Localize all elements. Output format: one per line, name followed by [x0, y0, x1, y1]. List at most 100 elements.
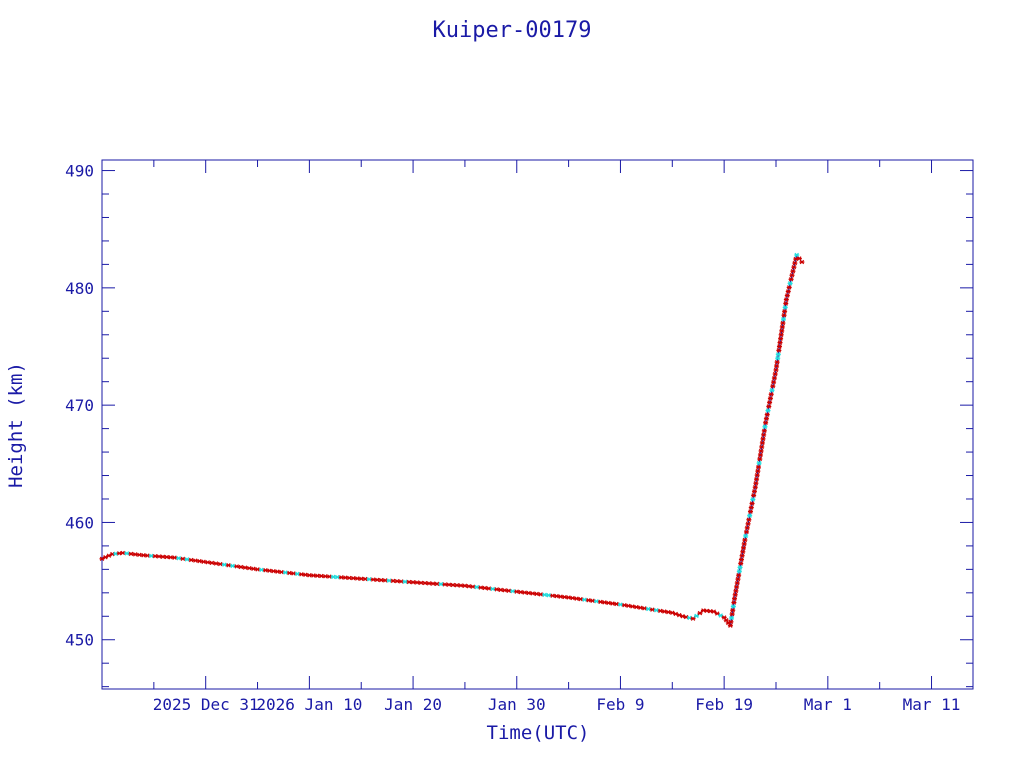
data-point: [742, 537, 748, 543]
data-point: [653, 608, 659, 613]
data-point: [752, 485, 758, 490]
chart-title: Kuiper-00179: [433, 18, 592, 43]
data-point: [747, 509, 753, 514]
data-point: [770, 383, 776, 389]
data-point: [786, 285, 792, 290]
data-point: [730, 604, 736, 609]
data-point: [748, 505, 754, 510]
data-point: [645, 606, 651, 612]
data-point: [771, 375, 777, 381]
data-point: [759, 444, 765, 450]
x-tick-label: Mar 1: [804, 695, 852, 714]
data-point: [718, 613, 724, 618]
data-point: [730, 608, 736, 613]
data-point: [778, 332, 784, 337]
x-axis-label: Time(UTC): [487, 722, 590, 744]
data-point: [739, 553, 745, 558]
data-point: [731, 600, 737, 605]
data-point: [782, 305, 788, 310]
data-point: [751, 493, 757, 498]
data-point: [792, 260, 798, 266]
data-point: [740, 549, 746, 554]
data-point: [778, 336, 784, 341]
data-point: [728, 619, 734, 625]
data-point: [799, 259, 805, 265]
data-point: [617, 602, 623, 607]
data-point: [745, 521, 751, 527]
data-point: [757, 452, 763, 458]
data-point: [649, 607, 655, 612]
data-point: [761, 428, 767, 434]
data-point: [788, 277, 794, 282]
data-point: [735, 576, 741, 582]
data-point: [754, 476, 760, 482]
x-tick-label: Jan 20: [384, 695, 442, 714]
data-point: [779, 328, 785, 334]
y-tick-label: 470: [65, 396, 94, 415]
data-point: [768, 392, 774, 397]
data-point: [734, 584, 740, 590]
data-point: [780, 316, 786, 322]
data-point: [743, 529, 749, 535]
data-point: [754, 472, 760, 478]
x-tick-label: Mar 11: [903, 695, 961, 714]
y-tick-label: 480: [65, 279, 94, 298]
data-point: [761, 432, 767, 438]
data-point: [625, 603, 631, 609]
data-point: [765, 408, 771, 413]
data-point: [796, 256, 802, 261]
y-tick-label: 450: [65, 631, 94, 650]
data-point: [733, 588, 739, 594]
x-tick-label: Feb 19: [695, 695, 753, 714]
data-point: [753, 480, 759, 486]
data-point: [756, 460, 762, 466]
x-tick-label: Jan 30: [488, 695, 546, 714]
data-point: [758, 448, 764, 454]
data-point: [697, 610, 703, 616]
data-point: [711, 609, 717, 614]
plot-frame: [101, 159, 974, 690]
data-point: [789, 273, 795, 278]
data-point: [776, 348, 782, 353]
data-point: [774, 363, 780, 369]
data-point: [784, 293, 790, 298]
data-point: [621, 602, 627, 608]
data-point: [749, 501, 755, 506]
x-tick-label: Feb 9: [596, 695, 644, 714]
data-point: [736, 572, 742, 578]
y-tick-label: 490: [65, 162, 94, 181]
data-point: [767, 400, 773, 405]
series-line: [101, 253, 803, 627]
data-point: [633, 604, 639, 610]
data-point: [791, 264, 797, 270]
data-point: [637, 605, 643, 610]
y-tick-label: 460: [65, 513, 94, 532]
data-point: [738, 557, 744, 562]
data-point: [773, 367, 779, 373]
data-point: [732, 596, 738, 601]
data-point: [775, 356, 781, 361]
data-point: [781, 312, 787, 318]
data-point: [776, 344, 782, 349]
x-tick-label: 2026 Jan 10: [256, 695, 362, 714]
data-point: [790, 268, 796, 274]
data-point: [738, 561, 744, 566]
x-tick-label: 2025 Dec 31: [153, 695, 259, 714]
data-point: [741, 541, 747, 547]
data-point: [755, 464, 761, 470]
data-point: [767, 396, 773, 401]
data-point: [755, 468, 761, 474]
data-point: [727, 623, 733, 628]
data-point: [746, 517, 752, 522]
data-point: [782, 309, 788, 314]
data-point: [772, 371, 778, 377]
data-point: [714, 611, 720, 616]
data-point: [732, 592, 738, 597]
data-point: [759, 440, 765, 446]
data-point: [785, 289, 791, 294]
data-point: [794, 252, 800, 258]
data-point: [665, 609, 671, 615]
data-point: [763, 416, 769, 421]
data-point: [743, 533, 749, 539]
